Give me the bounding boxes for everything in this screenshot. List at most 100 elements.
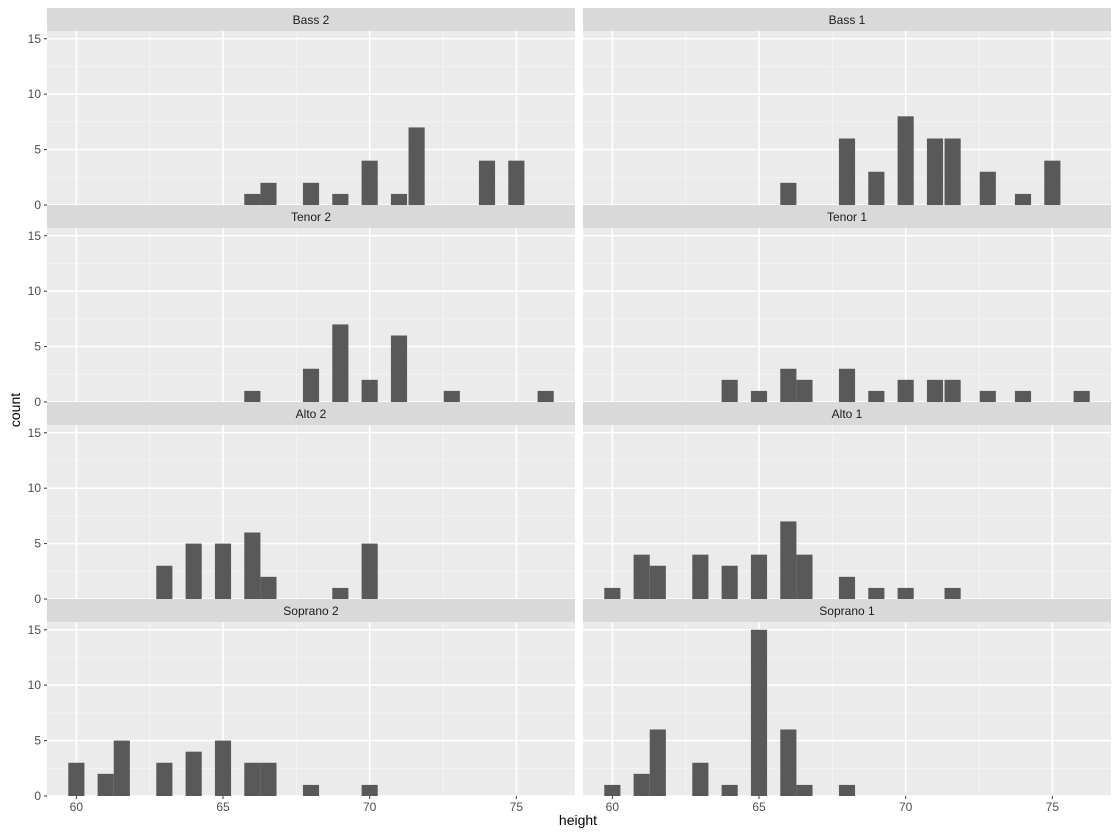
facet-strip bbox=[47, 402, 575, 425]
x-tick-label: 75 bbox=[510, 800, 524, 814]
facet-strip bbox=[583, 8, 1111, 31]
y-tick-label: 5 bbox=[34, 143, 41, 157]
facet-label: Alto 2 bbox=[296, 407, 327, 421]
histogram-bar bbox=[780, 368, 797, 402]
panel-background bbox=[583, 622, 1111, 796]
histogram-bar bbox=[838, 784, 856, 796]
histogram-bar bbox=[979, 171, 996, 205]
facet-panel: Bass 2 0 5 10 15 bbox=[28, 8, 575, 212]
facet-label: Bass 1 bbox=[829, 13, 866, 27]
panel-background bbox=[47, 425, 575, 599]
histogram-bar bbox=[721, 784, 738, 796]
histogram-bar bbox=[1014, 193, 1032, 205]
panel-background bbox=[583, 425, 1111, 599]
histogram-bar bbox=[537, 390, 554, 402]
histogram-bar bbox=[408, 127, 425, 205]
histogram-bar bbox=[750, 554, 768, 599]
x-tick-label: 70 bbox=[363, 800, 377, 814]
facet-label: Tenor 2 bbox=[291, 210, 331, 224]
histogram-bar bbox=[838, 576, 856, 599]
histogram-bar bbox=[214, 740, 232, 796]
panel-background bbox=[47, 622, 575, 796]
histogram-bar bbox=[897, 587, 914, 599]
histogram-bar bbox=[244, 532, 261, 599]
y-tick-label: 0 bbox=[34, 198, 41, 212]
y-tick-label: 15 bbox=[28, 426, 42, 440]
histogram-bar bbox=[244, 193, 261, 205]
histogram-bar bbox=[979, 390, 996, 402]
histogram-bar bbox=[508, 160, 525, 205]
histogram-bar bbox=[185, 543, 202, 599]
y-tick-label: 15 bbox=[28, 623, 42, 637]
histogram-bar bbox=[750, 629, 768, 796]
y-tick-label: 0 bbox=[34, 592, 41, 606]
histogram-bar bbox=[260, 576, 277, 599]
y-tick-label: 15 bbox=[28, 229, 42, 243]
histogram-bar bbox=[926, 379, 944, 402]
histogram-bar bbox=[302, 368, 320, 402]
y-tick-label: 5 bbox=[34, 537, 41, 551]
histogram-bar bbox=[780, 729, 797, 796]
histogram-bar bbox=[796, 784, 813, 796]
histogram-bar bbox=[721, 565, 738, 599]
x-tick-label: 75 bbox=[1046, 800, 1060, 814]
histogram-bar bbox=[302, 182, 320, 205]
histogram-bar bbox=[1014, 390, 1032, 402]
histogram-bar bbox=[185, 751, 202, 796]
histogram-bar bbox=[750, 390, 768, 402]
histogram-bar bbox=[926, 138, 944, 205]
y-tick-label: 10 bbox=[28, 678, 42, 692]
y-tick-label: 15 bbox=[28, 32, 42, 46]
facet-panel: Soprano 2 0 5 10 15 60 65 70 75 bbox=[28, 599, 575, 814]
histogram-bar bbox=[214, 543, 232, 599]
facet-panel: Tenor 2 0 5 10 15 bbox=[28, 205, 575, 409]
histogram-bar bbox=[244, 390, 261, 402]
facet-panel: Soprano 1 60 65 70 75 bbox=[583, 599, 1111, 814]
histogram-bar bbox=[332, 587, 349, 599]
histogram-bar bbox=[780, 182, 797, 205]
histogram-bar bbox=[361, 784, 378, 796]
histogram-bar bbox=[649, 565, 666, 599]
histogram-bar bbox=[944, 587, 961, 599]
histogram-bar bbox=[390, 193, 408, 205]
y-tick-label: 0 bbox=[34, 395, 41, 409]
histogram-bar bbox=[478, 160, 496, 205]
facet-strip bbox=[583, 599, 1111, 622]
histogram-bar bbox=[390, 335, 408, 402]
facet-strip bbox=[47, 205, 575, 228]
facet-strip bbox=[47, 8, 575, 31]
histogram-bar bbox=[302, 784, 320, 796]
x-tick-label: 65 bbox=[752, 800, 766, 814]
facet-strip bbox=[583, 402, 1111, 425]
y-tick-label: 5 bbox=[34, 734, 41, 748]
facet-panel: Tenor 1 bbox=[583, 205, 1111, 403]
histogram-bar bbox=[897, 379, 914, 402]
histogram-bar bbox=[692, 762, 709, 796]
histogram-bar bbox=[692, 554, 709, 599]
x-tick-label: 60 bbox=[70, 800, 84, 814]
facet-label: Tenor 1 bbox=[827, 210, 867, 224]
histogram-bar bbox=[633, 773, 650, 796]
histogram-bar bbox=[897, 116, 914, 205]
y-tick-label: 10 bbox=[28, 284, 42, 298]
facet-panel: Alto 2 0 5 10 15 bbox=[28, 402, 575, 606]
histogram-bar bbox=[944, 379, 961, 402]
histogram-bar bbox=[604, 784, 621, 796]
histogram-bar bbox=[780, 521, 797, 599]
histogram-bar bbox=[944, 138, 961, 205]
histogram-bar bbox=[796, 379, 813, 402]
histogram-bar bbox=[361, 543, 378, 599]
y-tick-label: 10 bbox=[28, 87, 42, 101]
histogram-bar bbox=[68, 762, 85, 796]
histogram-bar bbox=[1073, 390, 1090, 402]
histogram-bar bbox=[868, 390, 885, 402]
histogram-bar bbox=[604, 587, 621, 599]
histogram-bar bbox=[1044, 160, 1061, 205]
histogram-bar bbox=[244, 762, 261, 796]
histogram-bar bbox=[721, 379, 738, 402]
y-tick-label: 0 bbox=[34, 789, 41, 803]
histogram-bar bbox=[868, 587, 885, 599]
histogram-bar bbox=[260, 182, 277, 205]
histogram-bar bbox=[332, 193, 349, 205]
